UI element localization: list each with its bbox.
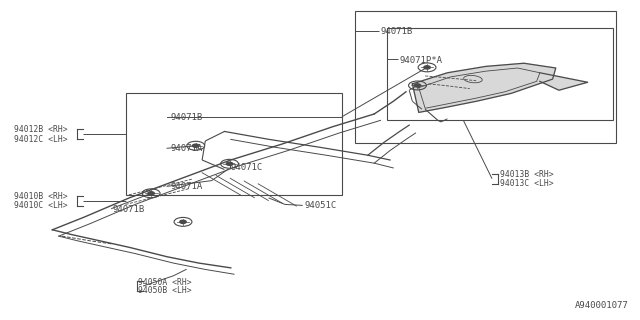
Text: 94050B <LH>: 94050B <LH> xyxy=(138,286,192,295)
Text: 94010C <LH>: 94010C <LH> xyxy=(14,202,68,211)
Bar xyxy=(355,11,616,142)
Bar xyxy=(125,93,342,195)
Text: 94013B <RH>: 94013B <RH> xyxy=(500,170,554,179)
Text: 94050A <RH>: 94050A <RH> xyxy=(138,278,192,287)
Circle shape xyxy=(227,162,233,165)
Polygon shape xyxy=(540,73,588,90)
Circle shape xyxy=(193,144,199,147)
Polygon shape xyxy=(412,63,556,112)
Circle shape xyxy=(424,66,430,69)
Text: 94071B: 94071B xyxy=(170,113,202,122)
Text: 94071B: 94071B xyxy=(381,27,413,36)
Text: 94051C: 94051C xyxy=(304,202,336,211)
Text: A940001077: A940001077 xyxy=(575,301,629,310)
Text: 94071B: 94071B xyxy=(113,205,145,214)
Text: 94071A: 94071A xyxy=(170,144,202,153)
Text: 94071C: 94071C xyxy=(231,164,263,172)
Circle shape xyxy=(414,84,420,87)
Text: 94013C <LH>: 94013C <LH> xyxy=(500,179,554,188)
Bar xyxy=(387,28,613,120)
Text: 94012C <LH>: 94012C <LH> xyxy=(14,135,68,144)
Text: 94071P*A: 94071P*A xyxy=(399,56,443,65)
Text: 94010B <RH>: 94010B <RH> xyxy=(14,192,68,201)
Circle shape xyxy=(180,220,186,223)
Text: 94012B <RH>: 94012B <RH> xyxy=(14,125,68,134)
Text: 94071A: 94071A xyxy=(170,182,202,191)
Circle shape xyxy=(148,192,154,195)
